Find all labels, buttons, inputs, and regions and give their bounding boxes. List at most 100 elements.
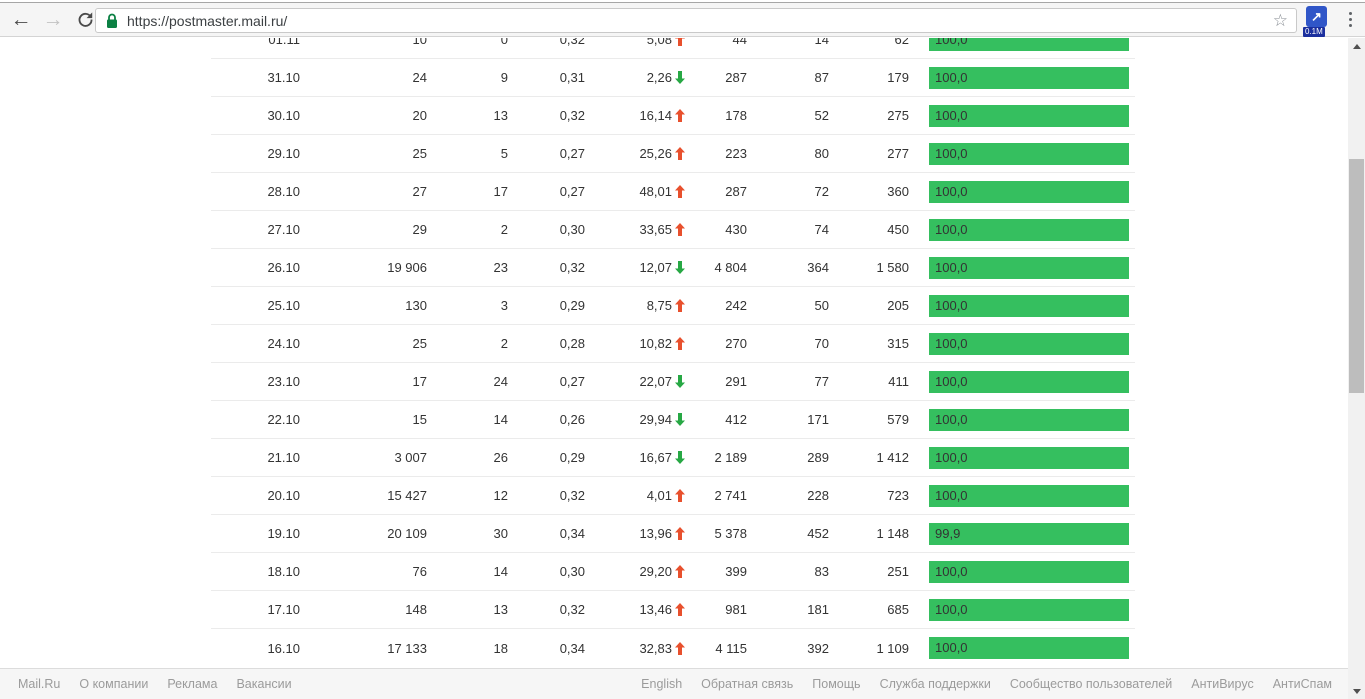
cell-date: 24.10 — [267, 336, 300, 351]
cell-col6: 291 — [725, 374, 747, 389]
footer-link[interactable]: Реклама — [167, 677, 218, 691]
delivery-bar: 100,0 — [929, 560, 1129, 583]
cell-col6: 4 804 — [714, 260, 747, 275]
cell-letters: 130 — [405, 298, 427, 313]
cell-col3: 5 — [500, 146, 508, 161]
cell-col8: 277 — [887, 146, 909, 161]
delivery-bar: 100,0 — [929, 332, 1129, 355]
table-row: 01.11 10 0 0,32 5,08 44 14 62 100,0 — [211, 38, 1135, 59]
scrollbar-thumb[interactable] — [1349, 159, 1364, 393]
cell-col7: 70 — [814, 336, 829, 351]
delivery-bar: 100,0 — [929, 218, 1129, 241]
trend-down-icon — [675, 261, 685, 274]
cell-col8: 1 580 — [876, 260, 909, 275]
cell-col4: 0,34 — [559, 526, 585, 541]
trend-down-icon — [675, 375, 685, 388]
footer-link[interactable]: Mail.Ru — [18, 677, 61, 691]
scroll-down-icon — [1352, 688, 1361, 694]
cell-col8: 579 — [887, 412, 909, 427]
cell-col8: 1 109 — [876, 640, 909, 656]
footer-link[interactable]: Служба поддержки — [879, 677, 991, 691]
cell-percent: 2,26 — [585, 70, 685, 85]
cell-col6: 44 — [732, 38, 747, 47]
cell-date: 31.10 — [267, 70, 300, 85]
vertical-scrollbar[interactable] — [1348, 38, 1365, 699]
cell-col8: 360 — [887, 184, 909, 199]
cell-col4: 0,34 — [559, 640, 585, 656]
cell-col7: 181 — [807, 602, 829, 617]
url-text[interactable]: https://postmaster.mail.ru/ — [127, 12, 288, 29]
back-button[interactable]: ← — [10, 7, 32, 31]
footer-link[interactable]: Сообщество пользователей — [1009, 677, 1173, 691]
percent-value: 16,14 — [639, 108, 672, 123]
trend-up-icon — [675, 489, 685, 502]
cell-col4: 0,32 — [559, 108, 585, 123]
cell-percent: 16,67 — [585, 450, 685, 465]
cell-date: 26.10 — [267, 260, 300, 275]
cell-delivery: 100,0 — [909, 484, 1135, 507]
cell-col8: 685 — [887, 602, 909, 617]
cell-col4: 0,32 — [559, 602, 585, 617]
footer-link[interactable]: АнтиСпам — [1272, 677, 1332, 691]
cell-col7: 392 — [807, 640, 829, 656]
cell-col3: 3 — [500, 298, 508, 313]
cell-col8: 1 412 — [876, 450, 909, 465]
footer-link[interactable]: О компании — [79, 677, 149, 691]
percent-value: 25,26 — [639, 146, 672, 161]
cell-col6: 981 — [725, 602, 747, 617]
footer: Mail.Ru О компании Реклама Вакансии English… — [0, 668, 1348, 699]
cell-date: 21.10 — [267, 450, 300, 465]
percent-value: 48,01 — [639, 184, 672, 199]
cell-col7: 80 — [814, 146, 829, 161]
forward-button[interactable]: → — [42, 7, 64, 31]
cell-date: 28.10 — [267, 184, 300, 199]
bookmark-star-icon[interactable]: ☆ — [1272, 10, 1288, 30]
cell-delivery: 100,0 — [909, 218, 1135, 241]
cell-col6: 2 741 — [714, 488, 747, 503]
scroll-down-button[interactable] — [1348, 683, 1365, 699]
footer-link[interactable]: English — [641, 677, 683, 691]
reload-button[interactable] — [70, 3, 100, 36]
https-padlock-icon — [107, 13, 117, 28]
cell-col6: 242 — [725, 298, 747, 313]
address-bar[interactable]: https://postmaster.mail.ru/ ☆ — [95, 8, 1297, 33]
cell-col3: 9 — [500, 70, 508, 85]
cell-date: 23.10 — [267, 374, 300, 389]
footer-link[interactable]: Помощь — [812, 677, 861, 691]
cell-col3: 2 — [500, 336, 508, 351]
footer-link[interactable]: Обратная связь — [701, 677, 794, 691]
cell-percent: 13,46 — [585, 602, 685, 617]
cell-letters: 148 — [405, 602, 427, 617]
trend-down-icon — [675, 451, 685, 464]
percent-value: 13,46 — [639, 602, 672, 617]
footer-link[interactable]: Вакансии — [236, 677, 292, 691]
cell-delivery: 100,0 — [909, 294, 1135, 317]
cell-col8: 1 148 — [876, 526, 909, 541]
cell-letters: 76 — [412, 564, 427, 579]
percent-value: 4,01 — [646, 488, 672, 503]
cell-date: 27.10 — [267, 222, 300, 237]
extension-button[interactable]: ↗ 0.1M — [1303, 6, 1329, 37]
cell-col6: 430 — [725, 222, 747, 237]
trend-up-icon — [675, 109, 685, 122]
cell-col8: 62 — [894, 38, 909, 47]
trend-down-icon — [675, 413, 685, 426]
cell-col3: 0 — [500, 38, 508, 47]
cell-col7: 87 — [814, 70, 829, 85]
cell-percent: 5,08 — [585, 38, 685, 47]
chrome-menu-button[interactable] — [1340, 6, 1360, 32]
trend-up-icon — [675, 641, 685, 655]
cell-percent: 8,75 — [585, 298, 685, 313]
footer-link[interactable]: АнтиВирус — [1191, 677, 1254, 691]
cell-col6: 4 115 — [715, 640, 747, 656]
cell-col6: 270 — [725, 336, 747, 351]
cell-col7: 77 — [814, 374, 829, 389]
cell-delivery: 99,9 — [909, 522, 1135, 545]
cell-col8: 251 — [887, 564, 909, 579]
scroll-up-button[interactable] — [1348, 38, 1365, 54]
cell-delivery: 100,0 — [909, 560, 1135, 583]
cell-percent: 25,26 — [585, 146, 685, 161]
kebab-menu-icon — [1348, 11, 1352, 15]
cell-col8: 723 — [887, 488, 909, 503]
cell-col7: 171 — [807, 412, 829, 427]
